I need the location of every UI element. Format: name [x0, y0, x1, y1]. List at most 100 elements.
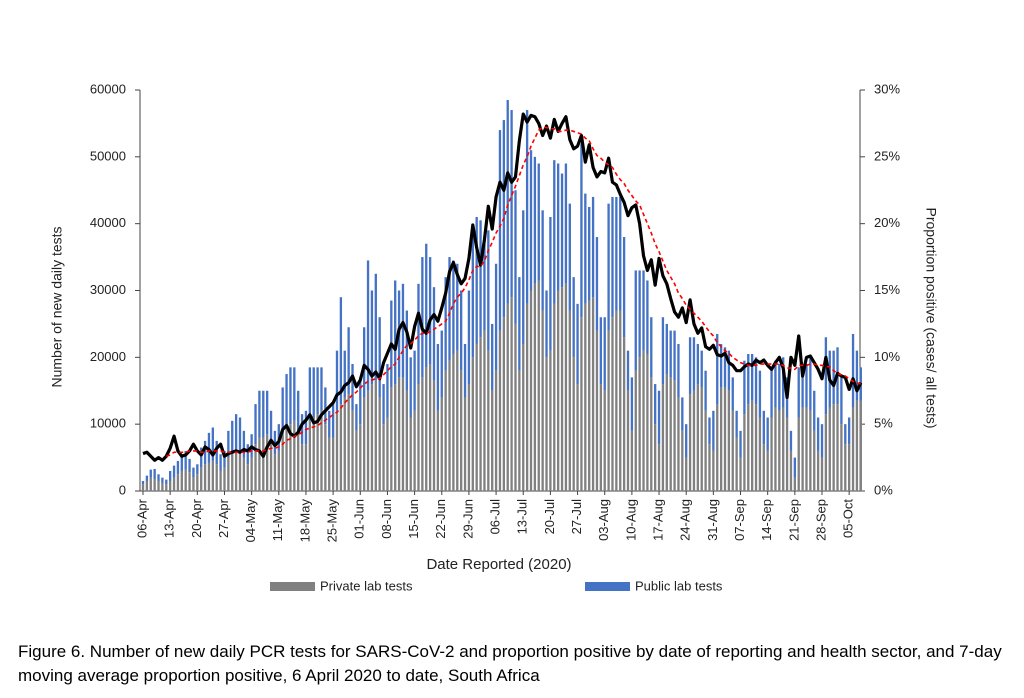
- bar: [766, 417, 769, 451]
- bar: [611, 317, 614, 491]
- bar: [331, 437, 335, 491]
- bar: [467, 384, 471, 491]
- bar: [568, 310, 571, 491]
- x-tick-label: 27-Jul: [569, 499, 584, 535]
- bar: [277, 450, 280, 491]
- x-tick-label: 24-Aug: [678, 499, 693, 541]
- bar: [180, 454, 183, 471]
- bar: [785, 417, 789, 491]
- bar: [622, 337, 626, 491]
- bar: [452, 353, 455, 491]
- bar: [168, 470, 172, 481]
- bar: [611, 196, 614, 318]
- bar: [545, 290, 548, 358]
- bar: [343, 350, 346, 398]
- y2-tick-label: 0%: [874, 482, 893, 497]
- y-tick-label: 30000: [90, 282, 126, 297]
- bar: [704, 370, 707, 411]
- bar: [448, 257, 451, 361]
- bar: [428, 257, 432, 365]
- bar: [421, 377, 424, 491]
- bar: [696, 343, 700, 385]
- bar: [638, 357, 641, 491]
- bar: [708, 444, 711, 491]
- bar: [564, 283, 568, 491]
- bar: [657, 444, 661, 491]
- y-tick-label: 40000: [90, 215, 126, 230]
- bar: [739, 457, 742, 491]
- bar: [595, 330, 599, 491]
- bar: [607, 330, 610, 491]
- bar: [343, 397, 346, 491]
- bar: [487, 350, 490, 491]
- bar: [456, 263, 459, 351]
- bar: [549, 350, 552, 491]
- bar: [459, 290, 463, 371]
- bar: [661, 384, 665, 491]
- bar: [494, 370, 498, 491]
- bar: [685, 457, 688, 491]
- bar: [378, 397, 381, 491]
- bar: [657, 390, 661, 445]
- bar: [471, 223, 474, 358]
- bar: [510, 297, 513, 491]
- bar: [425, 243, 428, 368]
- bar: [289, 424, 292, 491]
- bar: [440, 397, 443, 491]
- bar: [475, 343, 478, 491]
- x-tick-label: 20-Apr: [189, 498, 204, 538]
- bar: [304, 444, 308, 491]
- bar: [669, 377, 672, 491]
- bar: [362, 327, 366, 398]
- bar: [762, 410, 765, 445]
- bar: [580, 143, 583, 318]
- y-tick-label: 10000: [90, 416, 126, 431]
- bar: [673, 380, 676, 491]
- bar: [723, 387, 727, 491]
- bar: [304, 410, 308, 445]
- x-tick-label: 06-Apr: [134, 498, 149, 538]
- bar: [634, 370, 637, 491]
- bar: [747, 404, 750, 491]
- bar: [467, 290, 471, 385]
- bar: [219, 470, 222, 491]
- bar: [778, 364, 781, 411]
- bar: [487, 230, 490, 351]
- bar: [510, 110, 513, 298]
- bar: [665, 374, 668, 491]
- bar: [498, 330, 502, 491]
- bar: [665, 323, 668, 375]
- bar: [203, 464, 207, 491]
- bar: [584, 303, 587, 491]
- bar: [262, 390, 265, 438]
- bar: [176, 460, 180, 475]
- y2-tick-label: 10%: [874, 349, 900, 364]
- bar: [607, 203, 610, 331]
- bar: [700, 350, 703, 388]
- bar: [374, 380, 377, 491]
- y-tick-label: 50000: [90, 148, 126, 163]
- bar: [362, 397, 366, 491]
- bar: [405, 390, 409, 491]
- bar: [545, 357, 548, 491]
- bar: [234, 414, 238, 451]
- bar: [514, 323, 517, 491]
- bar: [855, 350, 859, 401]
- bar: [242, 457, 246, 491]
- bar: [211, 427, 215, 461]
- bar: [223, 467, 226, 491]
- x-tick-label: 21-Sep: [786, 499, 801, 541]
- bar: [774, 360, 777, 408]
- bar: [401, 377, 405, 491]
- bar: [782, 357, 785, 408]
- bar: [619, 310, 622, 491]
- bar: [723, 347, 727, 388]
- bar: [650, 377, 653, 491]
- line: [142, 112, 863, 462]
- bar: [172, 465, 176, 478]
- bar: [234, 450, 238, 491]
- bar: [518, 277, 521, 371]
- bar: [324, 387, 327, 425]
- bar: [712, 450, 715, 491]
- legend-swatch: [585, 582, 630, 591]
